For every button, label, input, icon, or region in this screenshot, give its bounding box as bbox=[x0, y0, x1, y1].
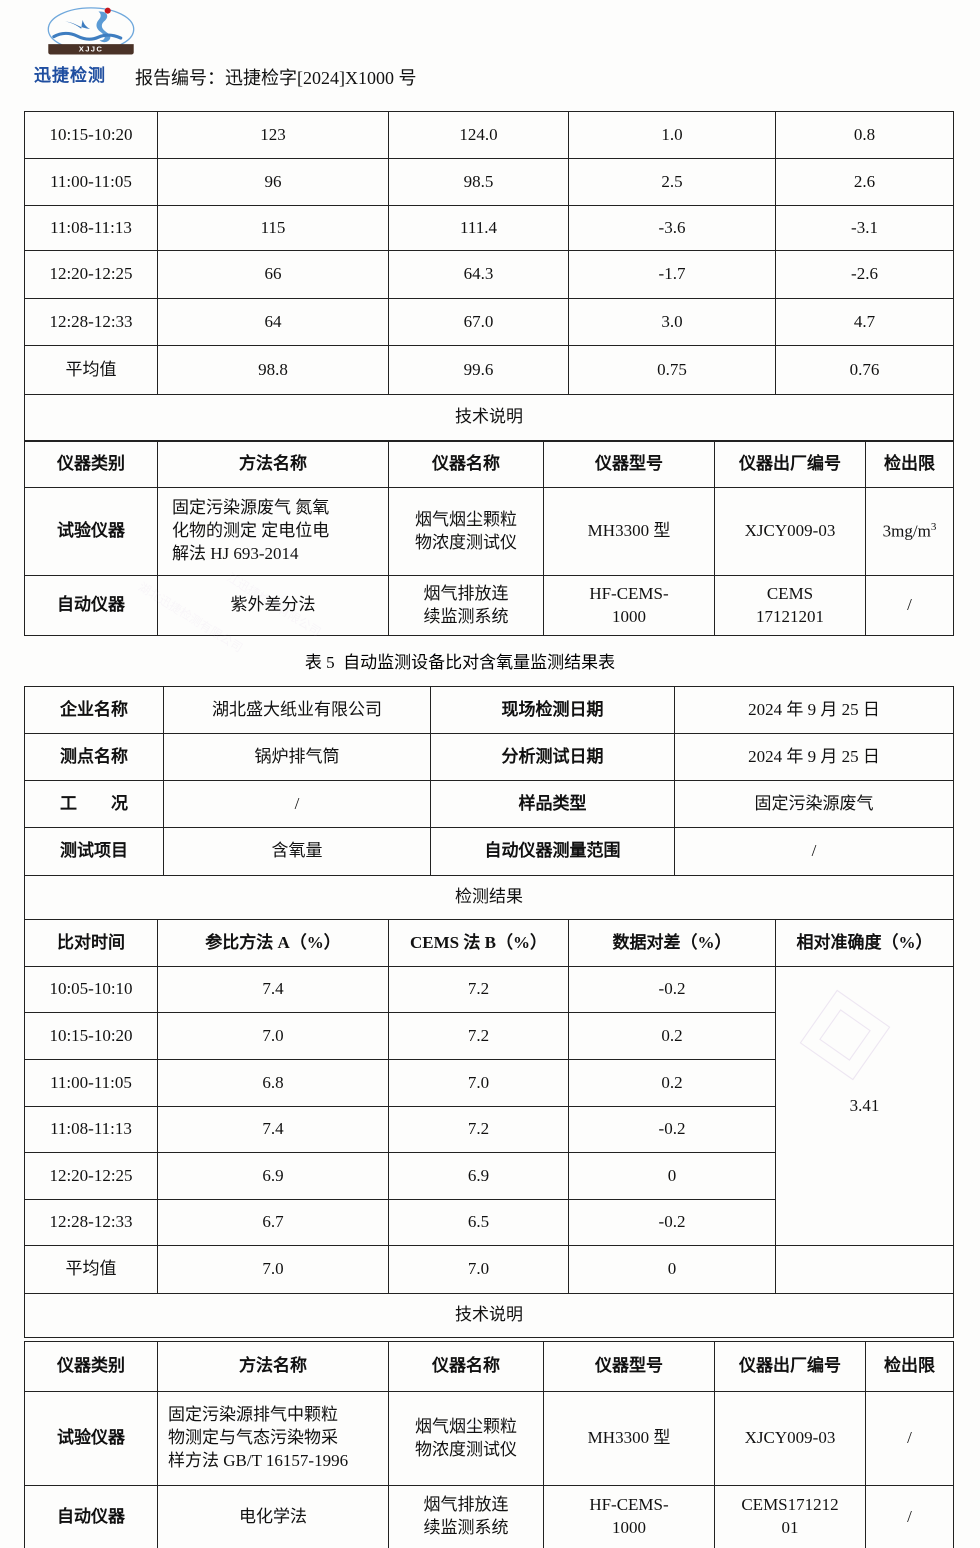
svg-text:XJJC: XJJC bbox=[79, 45, 103, 54]
